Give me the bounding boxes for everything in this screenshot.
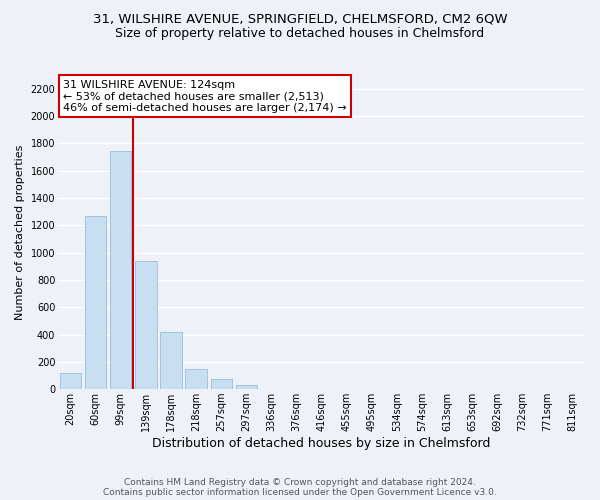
Bar <box>236 385 257 389</box>
Text: Contains public sector information licensed under the Open Government Licence v3: Contains public sector information licen… <box>103 488 497 497</box>
Bar <box>211 379 232 389</box>
Bar <box>160 332 182 389</box>
Bar <box>110 152 131 389</box>
Text: Contains HM Land Registry data © Crown copyright and database right 2024.: Contains HM Land Registry data © Crown c… <box>124 478 476 487</box>
Text: 31, WILSHIRE AVENUE, SPRINGFIELD, CHELMSFORD, CM2 6QW: 31, WILSHIRE AVENUE, SPRINGFIELD, CHELMS… <box>92 12 508 26</box>
Text: 31 WILSHIRE AVENUE: 124sqm
← 53% of detached houses are smaller (2,513)
46% of s: 31 WILSHIRE AVENUE: 124sqm ← 53% of deta… <box>64 80 347 113</box>
X-axis label: Distribution of detached houses by size in Chelmsford: Distribution of detached houses by size … <box>152 437 491 450</box>
Text: Size of property relative to detached houses in Chelmsford: Size of property relative to detached ho… <box>115 28 485 40</box>
Bar <box>85 216 106 389</box>
Bar <box>185 368 207 389</box>
Y-axis label: Number of detached properties: Number of detached properties <box>15 144 25 320</box>
Bar <box>135 261 157 389</box>
Bar <box>60 374 81 389</box>
